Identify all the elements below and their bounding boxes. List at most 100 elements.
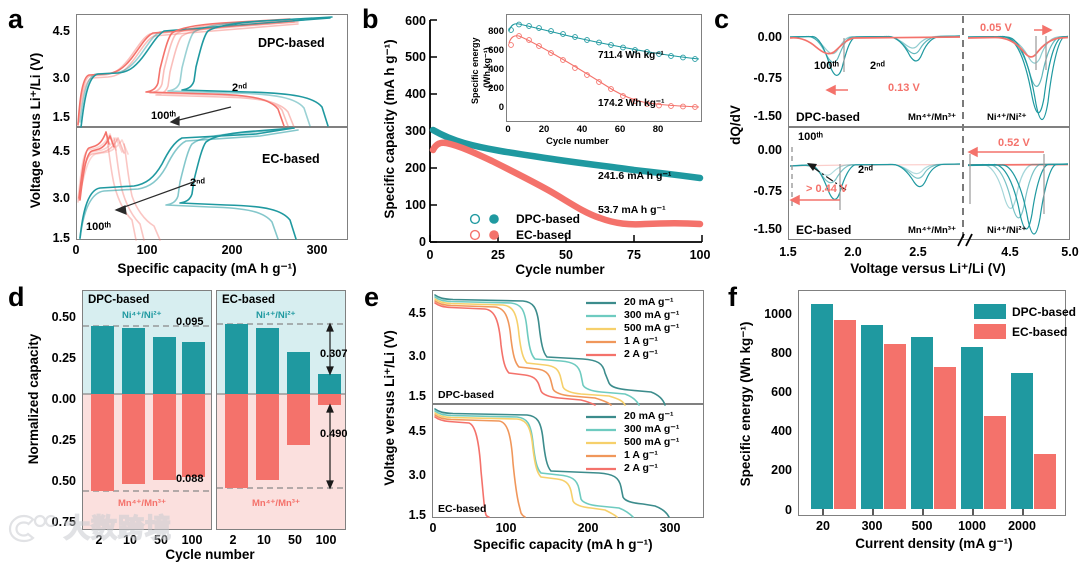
- panel-d-bars-right: [217, 291, 345, 529]
- panel-b-dpc-value: 241.6 mA h g⁻¹: [598, 170, 672, 182]
- panel-a-curves: [77, 16, 333, 241]
- panel-a-annotation-100th: 100ᵗʰ: [86, 221, 111, 233]
- panel-d-xtick-2: 2: [95, 533, 103, 547]
- panel-d-ytick: 0.75: [51, 515, 76, 529]
- panel-c-label: c: [714, 4, 730, 34]
- panel-c-top-2nd: 2ⁿᵈ: [870, 60, 885, 72]
- panel-b: b Specific capacity (mA h g⁻¹) 600 500 4…: [360, 0, 710, 278]
- panel-f-bars: [811, 304, 1056, 515]
- panel-f-xtick: 1000: [958, 519, 986, 533]
- panel-c-xlabel: Voltage versus Li⁺/Li (V): [850, 261, 1006, 276]
- panel-b-ytick: 400: [405, 87, 426, 101]
- panel-f-ylabel: Specific energy (Wh kg⁻¹): [738, 321, 753, 487]
- panel-f-xtick: 20: [816, 519, 830, 533]
- panel-c-xtick: 2.5: [909, 245, 927, 259]
- panel-c-top-ni-shift-value: 0.05 V: [980, 22, 1012, 34]
- panel-b-inset-ytick: 400: [488, 64, 504, 75]
- panel-c-xtick: 2.0: [844, 245, 862, 259]
- watermark: 大数跨境: [6, 508, 172, 545]
- panel-b-inset-xtick: 0: [505, 124, 511, 135]
- panel-e-ytick: 1.5: [408, 508, 426, 522]
- panel-a: a Voltage versus Li⁺/Li (V) 4.5 3.0 1.5 …: [0, 0, 360, 276]
- panel-f-ytick: 400: [771, 424, 792, 438]
- panel-f-ytick: 600: [771, 385, 792, 399]
- panel-c-ytick: -0.75: [753, 71, 783, 85]
- panel-e-ytick: 3.0: [408, 468, 426, 482]
- panel-a-annotation-2nd: 2ⁿᵈ: [190, 177, 205, 189]
- panel-e-legend-bottom-item-0[interactable]: 20 mA g⁻¹: [624, 410, 674, 422]
- panel-e-legend-bottom-item-1[interactable]: 300 mA g⁻¹: [624, 423, 680, 435]
- panel-b-ytick: 500: [405, 50, 426, 64]
- panel-b-ytick: 600: [405, 14, 426, 28]
- panel-b-xtick: 25: [491, 248, 505, 262]
- panel-e-legend-bottom-item-4[interactable]: 2 A g⁻¹: [624, 462, 658, 474]
- panel-f-xtick: 2000: [1008, 519, 1036, 533]
- panel-b-legend-markers: [469, 213, 499, 241]
- panel-d-xlabel: Cycle number: [165, 547, 255, 562]
- panel-d-right-redox-mn: Mn⁴⁺/Mn³⁺: [252, 498, 300, 509]
- panel-c-ytick: 0.00: [757, 30, 782, 44]
- panel-f-legend-swatches: [974, 304, 1006, 339]
- panel-b-ytick: 100: [405, 198, 426, 212]
- panel-e-xlabel: Specific capacity (mA h g⁻¹): [473, 537, 653, 552]
- panel-e-legend-top-item-1[interactable]: 300 mA g⁻¹: [624, 309, 680, 321]
- panel-c-ytick: -0.75: [753, 184, 783, 198]
- panel-f-ytick: 0: [785, 503, 792, 517]
- panel-a-xlabel: Specific capacity (mA h g⁻¹): [117, 261, 297, 276]
- panel-c-top-mn-shift: 0.13 V: [888, 82, 920, 94]
- panel-d-ec-mn-loss: 0.490: [320, 428, 348, 440]
- panel-e-xtick: 0: [429, 521, 437, 535]
- panel-f-label: f: [728, 282, 737, 312]
- panel-b-inset-xlabel: Cycle number: [546, 136, 609, 147]
- panel-c-bottom-ni-shift: 0.52 V: [998, 137, 1030, 149]
- panel-b-inset-dpc-value: 711.4 Wh kg⁻¹: [598, 50, 664, 61]
- panel-d-dpc-mn-loss: 0.088: [176, 473, 204, 485]
- panel-b-xtick: 50: [559, 248, 573, 262]
- panel-d-ytick: 0.50: [51, 474, 76, 488]
- panel-a-label: a: [8, 4, 24, 34]
- panel-e-legend-bottom-item-2[interactable]: 500 mA g⁻¹: [624, 436, 680, 448]
- panel-a-arrows: [114, 106, 232, 215]
- panel-b-ytick: 200: [405, 161, 426, 175]
- panel-e-top-title: DPC-based: [438, 389, 495, 401]
- panel-c-bottom-mn-shift: > 0.44 V: [806, 183, 848, 195]
- panel-a-xtick: 0: [72, 243, 80, 257]
- panel-d-xtick-10: 10: [123, 533, 137, 547]
- panel-d-xtick-100: 100: [315, 533, 337, 547]
- panel-e-legend-top-item-4[interactable]: 2 A g⁻¹: [624, 348, 658, 360]
- panel-b-ytick: 300: [405, 124, 426, 138]
- panel-b-label: b: [362, 4, 379, 34]
- panel-e-legend-bottom-lines: [586, 415, 616, 471]
- panel-e-legend-top-item-2[interactable]: 500 mA g⁻¹: [624, 322, 680, 334]
- panel-a-plot-top: [76, 14, 348, 127]
- panel-e-legend-top-item-3[interactable]: 1 A g⁻¹: [624, 335, 658, 347]
- panel-a-ytick: 3.0: [52, 71, 70, 85]
- panel-e-plot-bottom: [432, 404, 704, 518]
- panel-d-ytick: 0.00: [51, 392, 76, 406]
- panel-f-legend-item-dpc[interactable]: DPC-based: [1012, 305, 1077, 319]
- panel-e-legend-top-item-0[interactable]: 20 mA g⁻¹: [624, 296, 674, 308]
- panel-b-inset-ytick: 800: [488, 26, 504, 37]
- panel-a-plot-bottom: [76, 127, 348, 240]
- panel-d: d Normalized capacity 0.50 0.25 0.00 0.2…: [0, 276, 360, 562]
- panel-e-ylabel: Voltage versus Li⁺/Li (V): [382, 330, 397, 486]
- panel-f-ytick: 200: [771, 463, 792, 477]
- panel-b-inset-xtick: 80: [652, 124, 664, 135]
- panel-e: e Voltage versus Li⁺/Li (V) 4.5 3.0 1.5 …: [360, 276, 710, 553]
- panel-e-legend-bottom-item-3[interactable]: 1 A g⁻¹: [624, 449, 658, 461]
- panel-a-ytick: 1.5: [52, 231, 70, 245]
- panel-b-inset-ec-value: 174.2 Wh kg⁻¹: [598, 98, 665, 109]
- panel-b-legend-item-ec[interactable]: EC-based: [516, 228, 572, 242]
- panel-b-legend-item-dpc[interactable]: DPC-based: [516, 212, 581, 226]
- panel-e-ytick: 1.5: [408, 389, 426, 403]
- panel-b-inset-xtick: 60: [614, 124, 626, 135]
- panel-e-ytick: 4.5: [408, 424, 426, 438]
- panel-a-xtick: 300: [306, 243, 328, 257]
- panel-b-inset-curves: [508, 21, 700, 110]
- panel-a-ytick: 4.5: [52, 144, 70, 158]
- panel-b-inset-xtick: 20: [538, 124, 550, 135]
- panel-c-bottom-2nd: 2ⁿᵈ: [858, 164, 873, 176]
- panel-c-top-title: DPC-based: [796, 110, 861, 124]
- panel-f-legend-item-ec[interactable]: EC-based: [1012, 325, 1068, 339]
- panel-d-label: d: [8, 282, 25, 312]
